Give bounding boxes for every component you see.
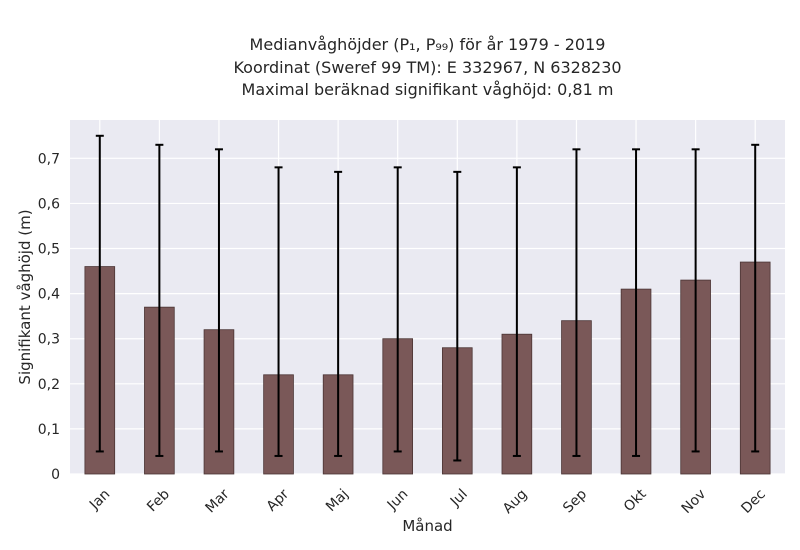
error-bars [95, 134, 760, 462]
x-tick-label-jun: Jun [384, 486, 411, 513]
error-bar-jan [95, 134, 104, 453]
y-tick-label: 0,7 [38, 151, 60, 167]
y-tick-label: 0,6 [38, 196, 60, 212]
chart-title-line-2: Koordinat (Sweref 99 TM): E 332967, N 63… [233, 57, 622, 77]
y-tick-label: 0,5 [38, 242, 60, 258]
error-bar-jun [393, 166, 402, 453]
x-tick-labels: Jan Feb Mar Apr Maj Jun Jul Aug Sep Okt Nov Dec [86, 486, 769, 517]
error-bar-dec [751, 143, 760, 453]
x-tick-label-feb: Feb [144, 486, 173, 515]
x-tick-label-sep: Sep [560, 486, 590, 516]
y-tick-label: 0,4 [38, 287, 60, 303]
chart-title-line-3: Maximal beräknad signifikant våghöjd: 0,… [241, 80, 614, 99]
error-bar-aug [512, 166, 521, 457]
error-bar-mar [214, 148, 223, 453]
x-tick-label-dec: Dec [738, 486, 768, 516]
y-tick-label: 0,1 [38, 422, 60, 438]
x-tick-label-apr: Apr [264, 486, 293, 515]
x-tick-label-mar: Mar [203, 486, 233, 516]
x-tick-label-maj: Maj [323, 486, 352, 515]
y-tick-labels: 0 0,1 0,2 0,3 0,4 0,5 0,6 0,7 [38, 151, 60, 483]
error-bar-maj [334, 170, 343, 457]
error-bar-okt [632, 148, 641, 457]
chart-title: Medianvåghöjder (P₁, P₉₉) för år 1979 - … [70, 34, 785, 102]
plot-area [70, 120, 785, 474]
chart-title-line-1: Medianvåghöjder (P₁, P₉₉) för år 1979 - … [249, 35, 606, 54]
x-axis-label: Månad [402, 517, 452, 535]
error-bar-feb [155, 143, 164, 457]
x-tick-label-okt: Okt [621, 486, 650, 515]
error-bar-apr [274, 166, 283, 457]
x-tick-label-nov: Nov [679, 486, 710, 517]
x-tick-label-aug: Aug [500, 486, 531, 517]
y-axis-label: Signifikant våghöjd (m) [16, 209, 34, 384]
error-bar-sep [572, 148, 581, 457]
y-tick-label: 0 [51, 467, 60, 483]
y-tick-label: 0,3 [38, 332, 60, 348]
error-bar-nov [691, 148, 700, 453]
x-tick-label-jan: Jan [86, 486, 113, 513]
y-tick-label: 0,2 [38, 377, 60, 393]
x-tick-label-jul: Jul [447, 486, 471, 510]
error-bar-jul [453, 170, 462, 462]
